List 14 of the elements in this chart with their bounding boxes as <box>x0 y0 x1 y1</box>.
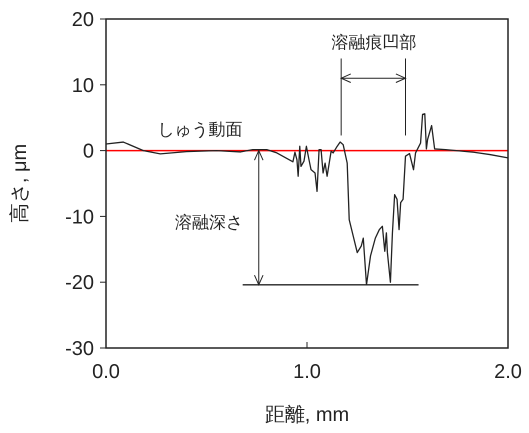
annotation: 溶融痕凹部 <box>332 33 416 52</box>
y-tick-label: -30 <box>65 338 94 360</box>
y-tick-label: -20 <box>65 272 94 294</box>
y-tick-label: 0 <box>82 140 94 163</box>
y-tick-label: -10 <box>65 206 94 228</box>
x-tick-label: 1.0 <box>293 361 321 383</box>
x-tick-label: 0.0 <box>92 361 120 383</box>
y-tick-label: 10 <box>72 74 94 97</box>
x-axis-title: 距離, mm <box>264 404 350 426</box>
y-tick-label: 20 <box>72 9 94 31</box>
annotation: 溶融深さ <box>175 213 243 232</box>
y-axis-title: 高さ, μm <box>8 144 31 224</box>
x-tick-label: 2.0 <box>494 361 522 383</box>
annotation: しゅう動面 <box>158 120 242 139</box>
